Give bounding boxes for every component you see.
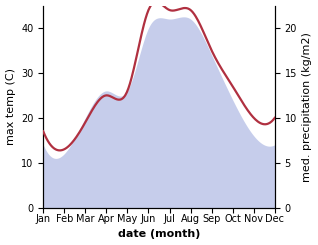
Y-axis label: med. precipitation (kg/m2): med. precipitation (kg/m2)	[302, 32, 313, 182]
X-axis label: date (month): date (month)	[118, 230, 200, 239]
Y-axis label: max temp (C): max temp (C)	[5, 68, 16, 145]
